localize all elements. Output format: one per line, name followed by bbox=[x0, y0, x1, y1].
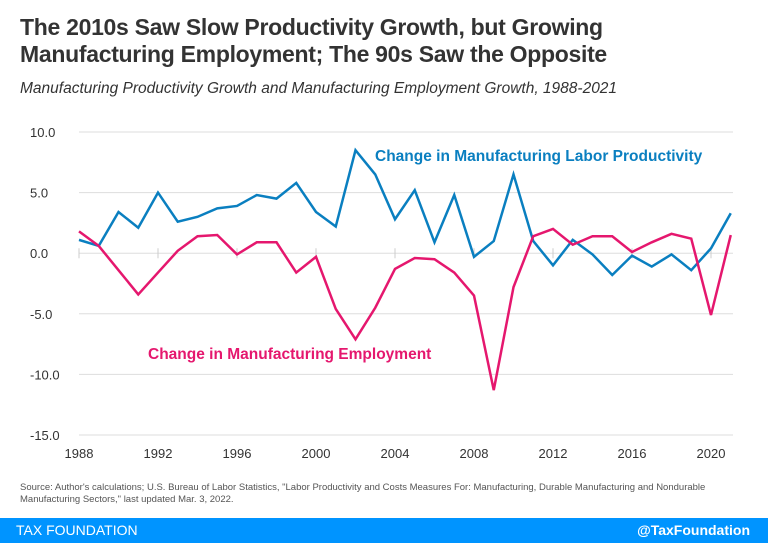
x-tick-label: 1992 bbox=[144, 446, 173, 461]
x-tick-label: 2020 bbox=[697, 446, 726, 461]
series-label-productivity: Change in Manufacturing Labor Productivi… bbox=[375, 148, 703, 165]
footer-handle[interactable]: @TaxFoundation bbox=[637, 522, 750, 538]
y-tick-label: 5.0 bbox=[30, 186, 48, 201]
x-tick-label: 2004 bbox=[381, 446, 410, 461]
y-tick-label: 0.0 bbox=[30, 246, 48, 261]
x-tick-label: 2016 bbox=[618, 446, 647, 461]
x-tick-label: 1988 bbox=[65, 446, 94, 461]
series-label-employment: Change in Manufacturing Employment bbox=[148, 346, 431, 363]
x-tick-label: 1996 bbox=[223, 446, 252, 461]
x-tick-label: 2012 bbox=[539, 446, 568, 461]
chart-subtitle: Manufacturing Productivity Growth and Ma… bbox=[20, 80, 618, 97]
y-tick-label: -15.0 bbox=[30, 428, 60, 443]
x-tick-label: 2000 bbox=[302, 446, 331, 461]
y-tick-label: -5.0 bbox=[30, 307, 52, 322]
productivity-line bbox=[78, 147, 732, 277]
chart-title: The 2010s Saw Slow Productivity Growth, … bbox=[20, 14, 607, 67]
footer-bar: TAX FOUNDATION @TaxFoundation bbox=[0, 518, 768, 543]
y-tick-label: 10.0 bbox=[30, 125, 55, 140]
footer-brand: TAX FOUNDATION bbox=[16, 522, 138, 538]
y-tick-label: -10.0 bbox=[30, 367, 60, 382]
line-chart: 10.0 5.0 0.0 -5.0 -10.0 -15.0 1988 1992 1996 2000… bbox=[30, 125, 733, 461]
employment-line bbox=[78, 227, 732, 391]
x-tick-label: 2008 bbox=[460, 446, 489, 461]
source-note: Source: Author's calculations; U.S. Bure… bbox=[20, 482, 706, 505]
